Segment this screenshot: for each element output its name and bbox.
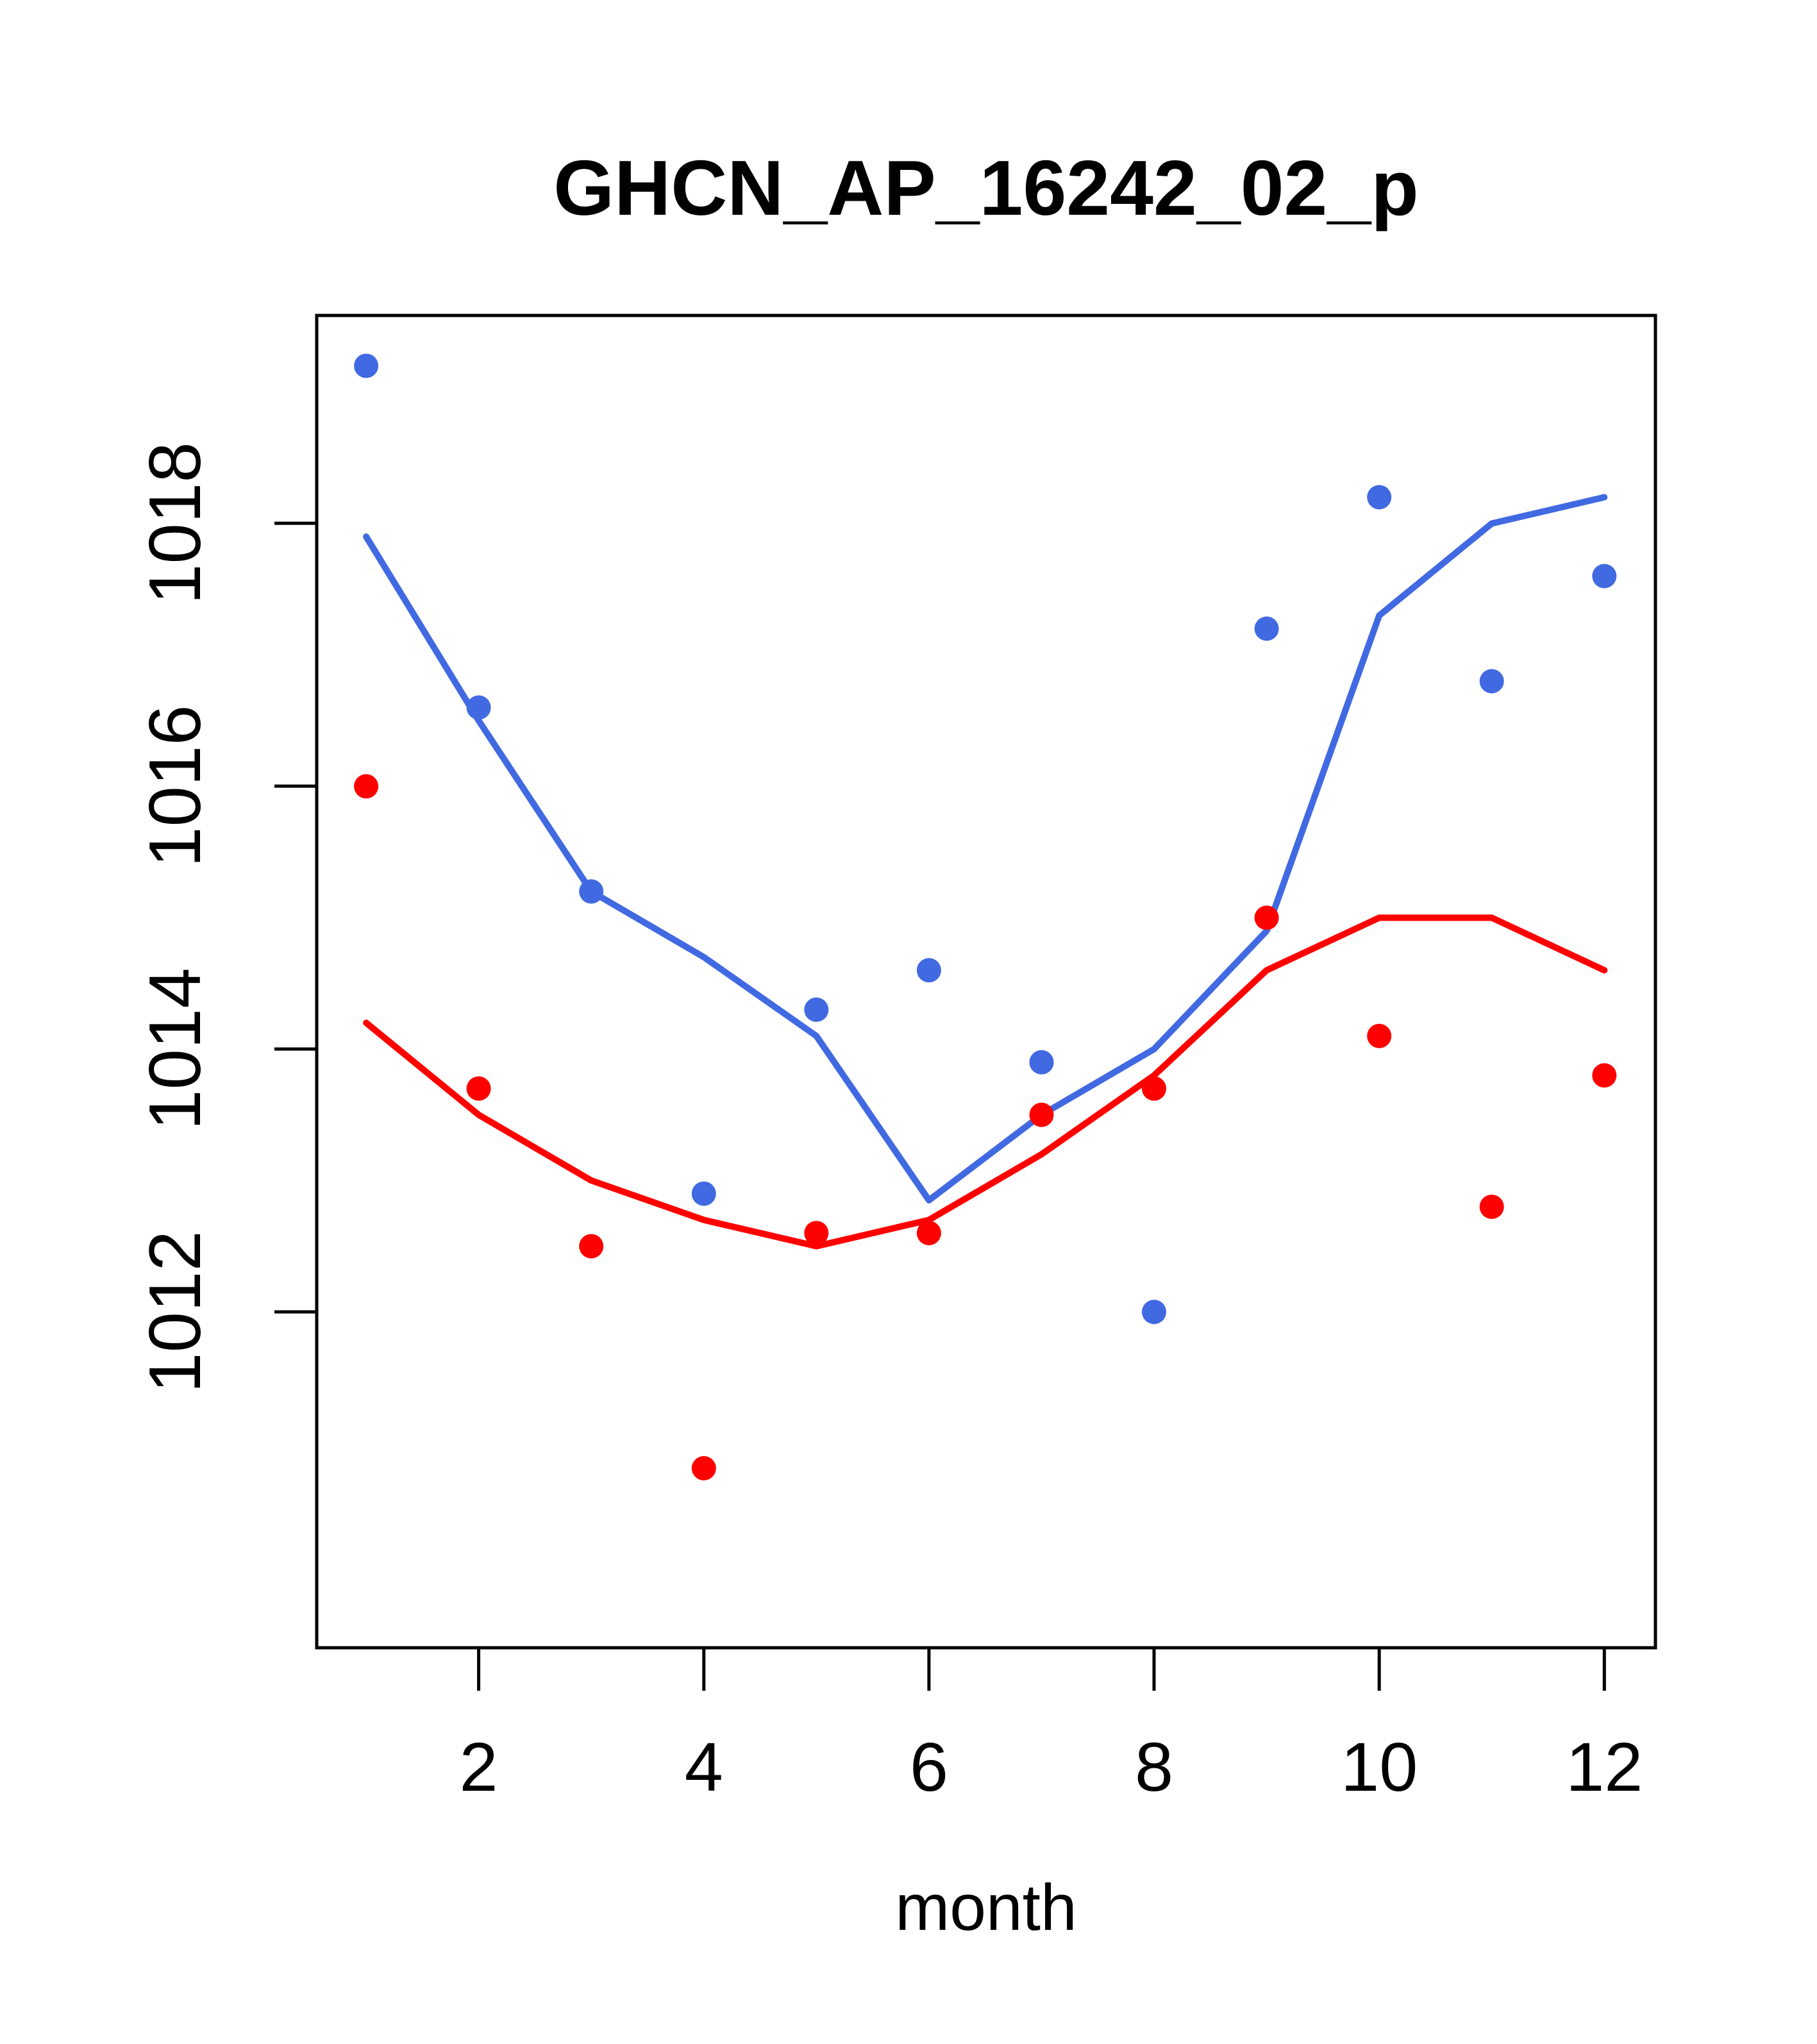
svg-text:1018: 1018 bbox=[135, 442, 216, 605]
svg-text:1012: 1012 bbox=[135, 1230, 216, 1393]
svg-text:GHCN_AP_16242_02_p: GHCN_AP_16242_02_p bbox=[553, 144, 1419, 231]
svg-text:4: 4 bbox=[685, 1728, 723, 1805]
svg-text:1016: 1016 bbox=[135, 705, 216, 867]
svg-text:2: 2 bbox=[460, 1728, 498, 1805]
svg-text:12: 12 bbox=[1566, 1728, 1643, 1805]
svg-text:8: 8 bbox=[1135, 1728, 1173, 1805]
svg-text:6: 6 bbox=[910, 1728, 948, 1805]
svg-text:1014: 1014 bbox=[135, 968, 216, 1130]
svg-text:month: month bbox=[895, 1871, 1077, 1944]
svg-text:10: 10 bbox=[1341, 1728, 1418, 1805]
